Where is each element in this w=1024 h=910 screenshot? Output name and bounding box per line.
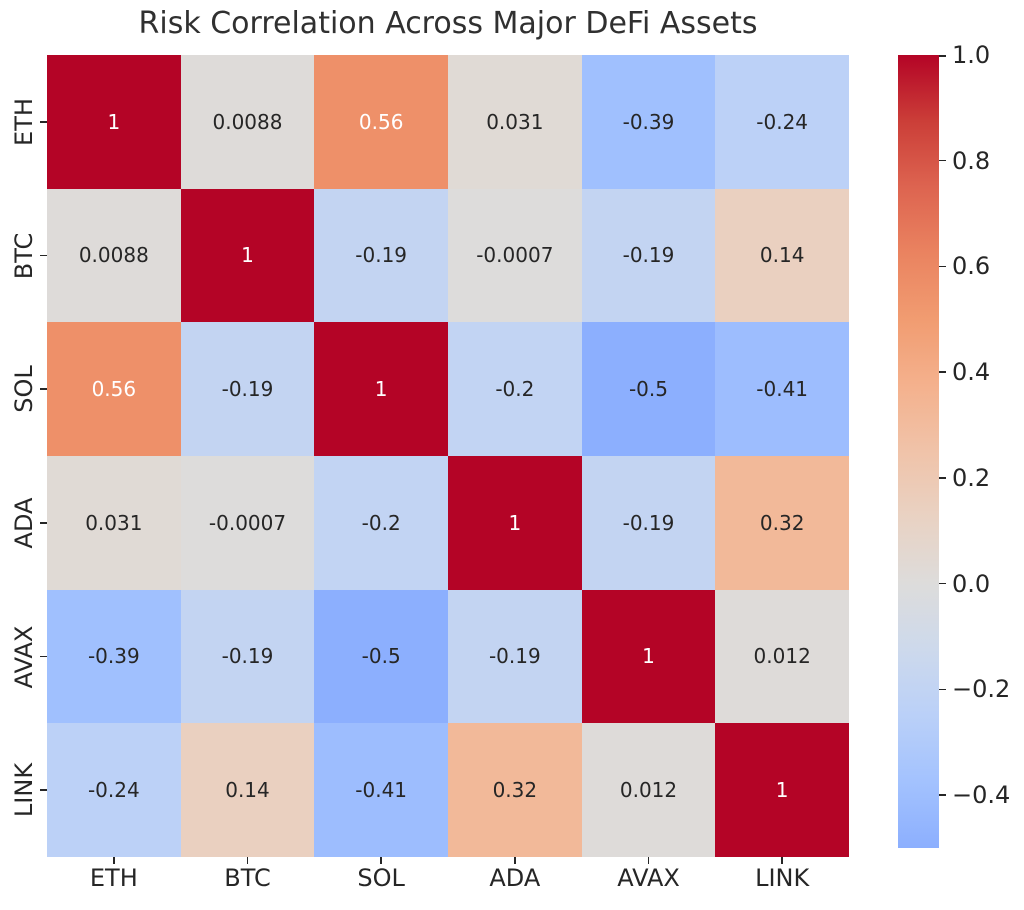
x-tick-label: BTC: [224, 864, 271, 892]
y-tick-label: SOL: [10, 365, 38, 413]
heatmap-cell: 1: [314, 322, 448, 456]
heatmap-grid: 1 0.0088 0.56 0.031 -0.39 -0.24 0.0088 1 -0.19 -0…: [47, 55, 849, 857]
x-tick-label: ETH: [89, 864, 138, 892]
heatmap-cell: 0.031: [47, 456, 181, 590]
heatmap-cell: -0.19: [581, 456, 716, 590]
x-tick-mark: [781, 857, 783, 864]
heatmap-cell: -0.19: [314, 188, 448, 323]
heatmap-cell: -0.19: [180, 589, 315, 724]
heatmap-cell: -0.0007: [180, 456, 315, 590]
heatmap-cell: 0.0088: [180, 55, 315, 189]
heatmap-cell: -0.39: [581, 55, 716, 189]
heatmap-cell: 0.0088: [47, 188, 181, 323]
x-tick-label: ADA: [489, 864, 541, 892]
heatmap-cell: -0.5: [581, 322, 716, 456]
heatmap-cell: -0.19: [581, 188, 716, 323]
y-tick-label: BTC: [10, 232, 38, 279]
y-tick-mark: [40, 254, 47, 257]
heatmap-cell: 0.14: [180, 723, 315, 857]
x-tick-label: AVAX: [617, 864, 680, 892]
colorbar-tick-mark: [939, 794, 946, 796]
heatmap-cell: -0.24: [47, 723, 181, 857]
x-tick-label: LINK: [755, 864, 810, 892]
y-tick-label: AVAX: [10, 625, 38, 688]
colorbar-tick-label: 0.2: [952, 463, 991, 492]
heatmap-cell: 0.14: [715, 188, 849, 323]
colorbar-tick-label: 1.0: [952, 41, 991, 69]
y-tick-mark: [40, 388, 47, 390]
x-tick-mark: [113, 857, 115, 864]
heatmap-cell: 0.012: [581, 723, 716, 857]
heatmap-cell: -0.2: [314, 456, 448, 590]
heatmap-cell: -0.19: [180, 322, 315, 456]
y-tick-mark: [40, 655, 47, 658]
heatmap-cell: 0.56: [314, 55, 448, 189]
colorbar-tick-mark: [939, 371, 946, 373]
colorbar-tick-label: −0.4: [952, 781, 1011, 810]
heatmap-cell: 0.012: [715, 589, 849, 724]
colorbar-tick-label: 0.0: [952, 569, 991, 598]
colorbar-tick-label: 0.6: [952, 252, 991, 281]
heatmap-cell: 1: [581, 589, 716, 724]
chart-title: Risk Correlation Across Major DeFi Asset…: [138, 6, 758, 41]
heatmap-cell: -0.19: [448, 589, 582, 724]
x-tick-mark: [380, 857, 382, 864]
x-tick-mark: [514, 857, 516, 864]
heatmap-cell: 1: [47, 55, 181, 189]
colorbar-tick-label: 0.4: [952, 358, 991, 387]
heatmap-cell: -0.39: [47, 589, 181, 724]
heatmap-cell: 0.32: [448, 723, 582, 857]
heatmap-cell: 0.56: [47, 322, 181, 456]
heatmap-cell: 1: [180, 188, 315, 323]
y-tick-mark: [40, 121, 47, 123]
colorbar: [898, 55, 939, 848]
y-tick-label: ADA: [10, 497, 38, 549]
heatmap-cell: -0.0007: [448, 188, 582, 323]
heatmap-cell: -0.41: [715, 322, 849, 456]
heatmap-cell: 1: [715, 723, 849, 857]
heatmap-cell: 0.031: [448, 55, 582, 189]
colorbar-tick-mark: [939, 477, 946, 479]
y-tick-mark: [40, 522, 47, 524]
x-tick-mark: [246, 857, 249, 864]
heatmap-cell: -0.5: [314, 589, 448, 724]
y-tick-label: ETH: [10, 97, 38, 146]
colorbar-tick-mark: [939, 688, 946, 691]
y-tick-mark: [40, 789, 47, 791]
colorbar-tick-label: 0.8: [952, 146, 991, 175]
colorbar-tick-mark: [939, 159, 946, 162]
x-tick-mark: [647, 857, 650, 864]
colorbar-tick-mark: [939, 55, 946, 57]
heatmap-cell: -0.24: [715, 55, 849, 189]
x-tick-label: SOL: [357, 864, 405, 892]
heatmap-cell: 0.32: [715, 456, 849, 590]
heatmap-cell: 1: [448, 456, 582, 590]
heatmap-cell: -0.41: [314, 723, 448, 857]
colorbar-tick-label: −0.2: [952, 675, 1011, 704]
heatmap-cell: -0.2: [448, 322, 582, 456]
colorbar-tick-mark: [939, 265, 946, 268]
y-tick-label: LINK: [10, 763, 38, 818]
colorbar-tick-mark: [939, 582, 946, 585]
